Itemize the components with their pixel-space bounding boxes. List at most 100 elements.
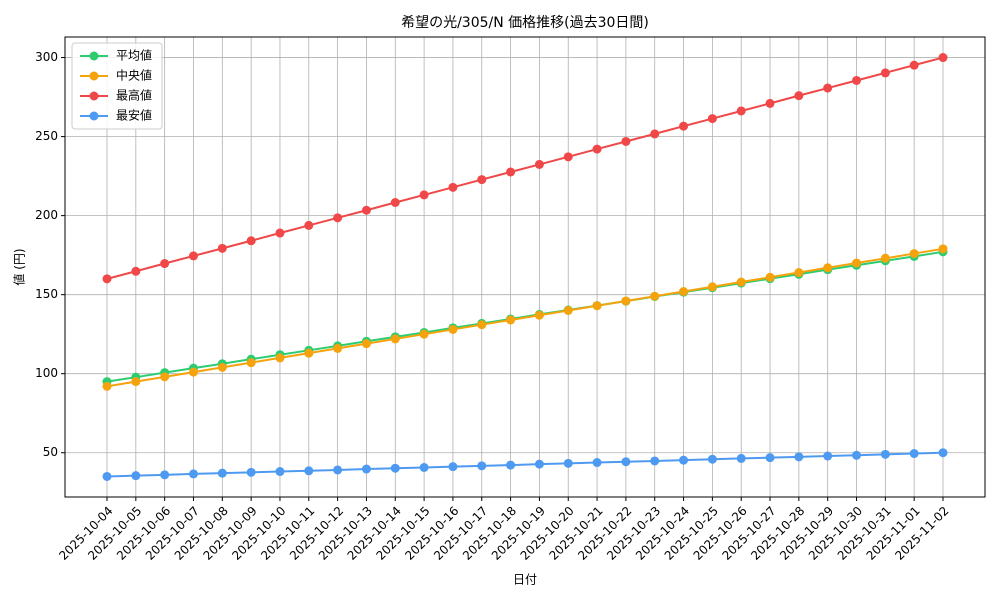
- data-point: [188, 469, 198, 479]
- data-point: [390, 334, 400, 344]
- data-point: [823, 263, 833, 273]
- data-point: [679, 455, 689, 465]
- y-tick-label: 300: [35, 50, 58, 64]
- data-point: [304, 466, 314, 476]
- data-point: [563, 305, 573, 315]
- data-point: [419, 462, 429, 472]
- data-point: [275, 353, 285, 363]
- data-point: [448, 324, 458, 334]
- data-point: [563, 458, 573, 468]
- data-point: [506, 315, 516, 325]
- legend-marker: [89, 51, 99, 61]
- y-tick-label: 150: [35, 287, 58, 301]
- series-line: [106, 247, 944, 388]
- data-point: [852, 75, 862, 85]
- data-point: [650, 291, 660, 301]
- data-point: [909, 249, 919, 259]
- y-tick-label: 100: [35, 366, 58, 380]
- data-point: [246, 236, 256, 246]
- data-point: [534, 159, 544, 169]
- data-point: [160, 372, 170, 382]
- legend-marker: [89, 111, 99, 121]
- series-line: [106, 451, 944, 478]
- legend-label: 平均値: [116, 48, 152, 63]
- chart-title: 希望の光/305/N 価格推移(過去30日間): [401, 15, 649, 31]
- data-point: [188, 251, 198, 261]
- data-point: [679, 121, 689, 131]
- y-axis-label: 値 (円): [12, 248, 27, 285]
- data-point: [765, 453, 775, 463]
- data-point: [909, 449, 919, 459]
- data-point: [765, 272, 775, 282]
- data-point: [506, 167, 516, 177]
- data-point: [275, 467, 285, 477]
- data-point: [448, 462, 458, 472]
- data-point: [333, 343, 343, 353]
- data-point: [938, 244, 948, 254]
- data-point: [736, 106, 746, 116]
- data-point: [246, 358, 256, 368]
- data-point: [304, 348, 314, 358]
- data-point: [217, 243, 227, 253]
- data-point: [679, 287, 689, 297]
- data-point: [361, 464, 371, 474]
- data-point: [102, 274, 112, 284]
- data-point: [419, 190, 429, 200]
- legend-label: 中央値: [116, 68, 152, 83]
- data-point: [477, 175, 487, 185]
- data-point: [304, 220, 314, 230]
- data-point: [333, 213, 343, 223]
- plot-frame: [64, 36, 986, 498]
- y-tick-label: 250: [35, 129, 58, 143]
- data-point: [477, 461, 487, 471]
- data-point: [650, 456, 660, 466]
- data-point: [188, 367, 198, 377]
- data-point: [592, 144, 602, 154]
- data-point: [275, 228, 285, 238]
- data-point: [246, 467, 256, 477]
- data-point: [650, 129, 660, 139]
- data-point: [707, 114, 717, 124]
- data-point: [217, 362, 227, 372]
- data-point: [160, 470, 170, 480]
- data-point: [794, 268, 804, 278]
- data-point: [938, 53, 948, 63]
- series-line: [106, 56, 944, 280]
- data-point: [563, 152, 573, 162]
- data-point: [131, 266, 141, 276]
- data-point: [823, 83, 833, 93]
- data-point: [880, 253, 890, 263]
- data-point: [131, 377, 141, 387]
- data-point: [621, 457, 631, 467]
- legend-marker: [89, 91, 99, 101]
- data-point: [477, 320, 487, 330]
- data-point: [102, 471, 112, 481]
- data-point: [794, 452, 804, 462]
- data-point: [852, 258, 862, 268]
- data-point: [160, 259, 170, 269]
- data-point: [592, 301, 602, 311]
- data-point: [506, 460, 516, 470]
- data-point: [390, 463, 400, 473]
- data-point: [938, 448, 948, 458]
- x-axis-label: 日付: [513, 573, 537, 587]
- data-point: [217, 468, 227, 478]
- data-point: [361, 205, 371, 215]
- data-point: [707, 454, 717, 464]
- data-point: [131, 471, 141, 481]
- y-tick-label: 200: [35, 208, 58, 222]
- data-point: [333, 465, 343, 475]
- y-tick-label: 50: [43, 445, 58, 459]
- data-point: [419, 329, 429, 339]
- legend-label: 最高値: [116, 88, 152, 103]
- data-point: [448, 182, 458, 192]
- data-point: [361, 339, 371, 349]
- data-point: [823, 451, 833, 461]
- data-point: [592, 458, 602, 468]
- legend-box: [71, 42, 163, 130]
- data-point: [909, 60, 919, 70]
- data-point: [534, 459, 544, 469]
